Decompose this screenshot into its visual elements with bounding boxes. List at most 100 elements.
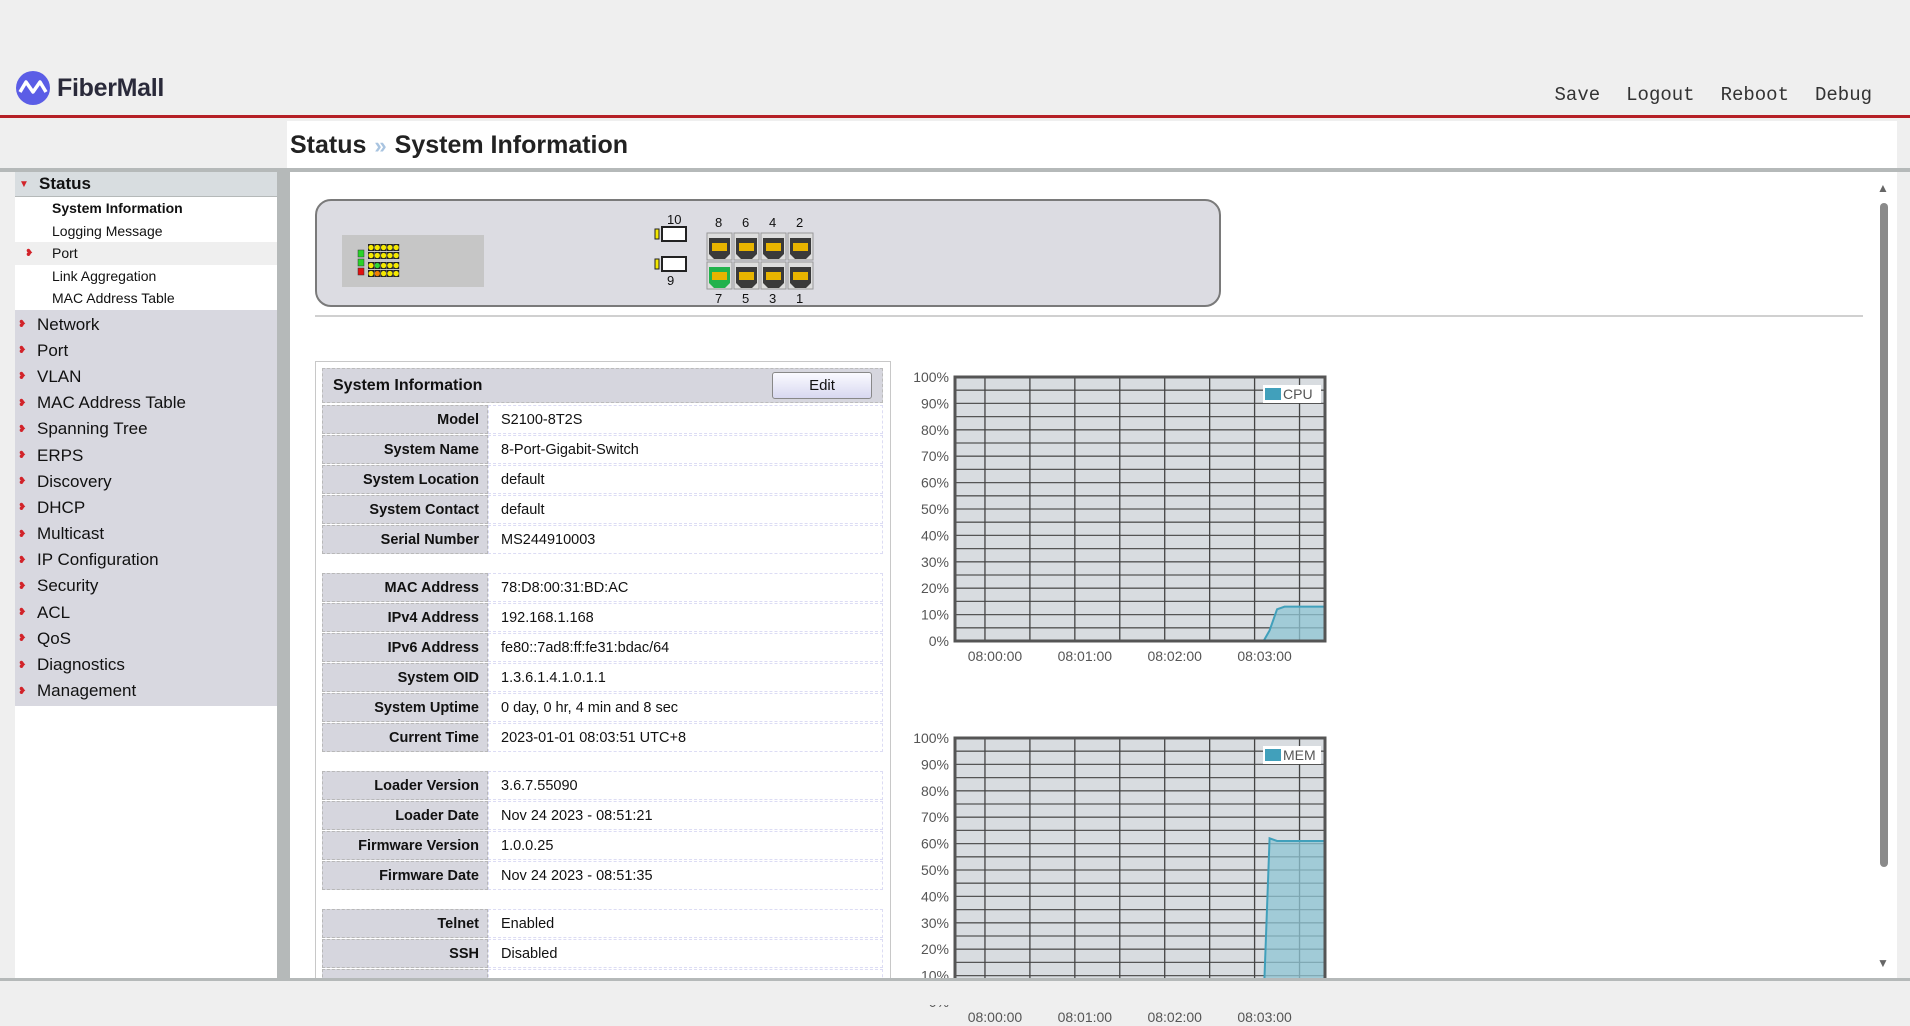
brand-name: FiberMall bbox=[57, 73, 165, 102]
save-link[interactable]: Save bbox=[1554, 84, 1601, 106]
sidebar-group-label: Port bbox=[52, 245, 78, 262]
info-row: Current Time 2023-01-01 08:03:51 UTC+8 bbox=[322, 723, 883, 752]
info-label: System Uptime bbox=[322, 693, 488, 722]
sidebar-item-spanning-tree[interactable]: ❥ Spanning Tree bbox=[15, 416, 277, 442]
info-row: MAC Address 78:D8:00:31:BD:AC bbox=[322, 573, 883, 602]
info-value: 78:D8:00:31:BD:AC bbox=[488, 573, 883, 602]
info-row: System Uptime 0 day, 0 hr, 4 min and 8 se… bbox=[322, 693, 883, 722]
status-leds bbox=[342, 235, 484, 287]
sidebar-item-label: QoS bbox=[37, 628, 72, 648]
chevron-down-icon: ❥ bbox=[18, 450, 27, 462]
triangle-down-icon: ▼ bbox=[19, 178, 29, 190]
info-label: MAC Address bbox=[322, 573, 488, 602]
sfp-port-9[interactable]: 9 bbox=[654, 256, 687, 288]
sidebar-item-security[interactable]: ❥ Security bbox=[15, 573, 277, 599]
sidebar-categories: ❥ Network ❥ Port ❥ VLAN ❥ MAC Address Table ❥ Spa… bbox=[15, 309, 277, 707]
x-tick-label: 08:03:00 bbox=[1237, 648, 1292, 664]
sfp-port-10[interactable]: 10 bbox=[654, 212, 687, 242]
y-tick-label: 90% bbox=[921, 395, 949, 411]
sidebar-item-label: Management bbox=[37, 681, 137, 701]
chevron-down-icon: ❥ bbox=[18, 423, 27, 435]
info-value: fe80::7ad8:ff:fe31:bdac/64 bbox=[488, 633, 883, 662]
sidebar-item-link-aggregation[interactable]: Link Aggregation bbox=[52, 267, 157, 284]
sidebar-item-logging-message[interactable]: Logging Message bbox=[52, 222, 163, 239]
port-number: 6 bbox=[742, 215, 749, 230]
sidebar-item-label: Security bbox=[37, 576, 99, 596]
legend-swatch bbox=[1265, 388, 1281, 400]
port-number: 7 bbox=[715, 291, 722, 305]
chevron-down-icon: ❥ bbox=[18, 345, 27, 357]
sidebar-item-network[interactable]: ❥ Network bbox=[15, 312, 277, 338]
info-row: System Location default bbox=[322, 465, 883, 494]
sidebar-item-discovery[interactable]: ❥ Discovery bbox=[15, 469, 277, 495]
chevron-down-icon: ❥ bbox=[18, 319, 27, 331]
x-tick-label: 08:00:00 bbox=[968, 1009, 1023, 1025]
legend: CPU bbox=[1263, 385, 1321, 403]
info-value: 0 day, 0 hr, 4 min and 8 sec bbox=[488, 693, 883, 722]
debug-link[interactable]: Debug bbox=[1814, 84, 1872, 106]
sidebar-item-ip-configuration[interactable]: ❥ IP Configuration bbox=[15, 547, 277, 573]
scrollbar-thumb[interactable] bbox=[1880, 203, 1888, 867]
sidebar-item-mac-address-table[interactable]: MAC Address Table bbox=[52, 290, 175, 307]
rj45-port-4[interactable]: 4 bbox=[760, 215, 787, 261]
y-tick-label: 50% bbox=[921, 501, 949, 517]
rj45-port-3[interactable]: 3 bbox=[760, 261, 787, 306]
edit-button[interactable]: Edit bbox=[772, 372, 872, 399]
info-row: System Contact default bbox=[322, 495, 883, 524]
logout-link[interactable]: Logout bbox=[1626, 84, 1695, 106]
sidebar: ▼ Status System Information Logging Mess… bbox=[15, 172, 277, 978]
rj45-port-1[interactable]: 1 bbox=[787, 261, 814, 306]
port-number: 8 bbox=[715, 215, 722, 230]
sidebar-item-erps[interactable]: ❥ ERPS bbox=[15, 442, 277, 468]
y-tick-label: 60% bbox=[921, 836, 949, 852]
brand-logo[interactable]: FiberMall bbox=[15, 70, 164, 106]
scroll-down-icon[interactable]: ▼ bbox=[1877, 956, 1889, 970]
y-tick-label: 30% bbox=[921, 554, 949, 570]
info-row: SSH Disabled bbox=[322, 939, 883, 968]
sidebar-resize-handle[interactable] bbox=[277, 172, 290, 978]
sidebar-item-management[interactable]: ❥ Management bbox=[15, 678, 277, 704]
sidebar-item-qos[interactable]: ❥ QoS bbox=[15, 626, 277, 652]
rj45-port-5[interactable]: 5 bbox=[733, 261, 760, 306]
x-tick-label: 08:01:00 bbox=[1058, 648, 1113, 664]
sidebar-item-diagnostics[interactable]: ❥ Diagnostics bbox=[15, 652, 277, 678]
info-row: System Name 8-Port-Gigabit-Switch bbox=[322, 435, 883, 464]
series-area bbox=[955, 606, 1325, 641]
sidebar-section-status[interactable]: ▼ Status bbox=[15, 172, 277, 197]
info-label: Current Time bbox=[322, 723, 488, 752]
info-label: System OID bbox=[322, 663, 488, 692]
rj45-port-6[interactable]: 6 bbox=[733, 215, 760, 261]
y-tick-label: 100% bbox=[913, 369, 949, 385]
sidebar-item-mac-address-table[interactable]: ❥ MAC Address Table bbox=[15, 390, 277, 416]
sidebar-item-label: DHCP bbox=[37, 497, 86, 517]
info-label: Loader Version bbox=[322, 771, 488, 800]
sidebar-item-vlan[interactable]: ❥ VLAN bbox=[15, 364, 277, 390]
scroll-up-icon[interactable]: ▲ bbox=[1877, 181, 1889, 195]
port-number: 4 bbox=[769, 215, 776, 230]
sidebar-item-dhcp[interactable]: ❥ DHCP bbox=[15, 495, 277, 521]
sidebar-item-system-information[interactable]: System Information bbox=[52, 200, 183, 217]
info-label: System Location bbox=[322, 465, 488, 494]
rj45-port-7[interactable]: 7 bbox=[706, 261, 733, 306]
reboot-link[interactable]: Reboot bbox=[1720, 84, 1789, 106]
breadcrumb: Status » System Information bbox=[290, 131, 628, 160]
x-tick-label: 08:02:00 bbox=[1147, 648, 1202, 664]
info-value: 2023-01-01 08:03:51 UTC+8 bbox=[488, 723, 883, 752]
header-links: Save Logout Reboot Debug bbox=[1490, 84, 1910, 106]
sidebar-item-acl[interactable]: ❥ ACL bbox=[15, 600, 277, 626]
sidebar-group-port[interactable]: ❥ Port bbox=[15, 242, 277, 265]
sidebar-item-multicast[interactable]: ❥ Multicast bbox=[15, 521, 277, 547]
sidebar-section-label: Status bbox=[39, 174, 91, 193]
sidebar-item-label: Diagnostics bbox=[37, 655, 125, 675]
system-info-title: System Information bbox=[333, 376, 483, 394]
switch-front-panel: 10 9 8 6 4 2 7 5 3 1 bbox=[315, 199, 1221, 307]
sidebar-item-label: Spanning Tree bbox=[37, 419, 148, 439]
sidebar-item-port[interactable]: ❥ Port bbox=[15, 338, 277, 364]
chevron-down-icon: ❥ bbox=[18, 502, 27, 514]
rj45-port-8[interactable]: 8 bbox=[706, 215, 733, 261]
info-row: Firmware Date Nov 24 2023 - 08:51:35 bbox=[322, 861, 883, 890]
sidebar-item-label: IP Configuration bbox=[37, 550, 159, 570]
rj45-port-2[interactable]: 2 bbox=[787, 215, 814, 261]
legend-label: CPU bbox=[1283, 386, 1313, 402]
info-label: Loader Date bbox=[322, 801, 488, 830]
